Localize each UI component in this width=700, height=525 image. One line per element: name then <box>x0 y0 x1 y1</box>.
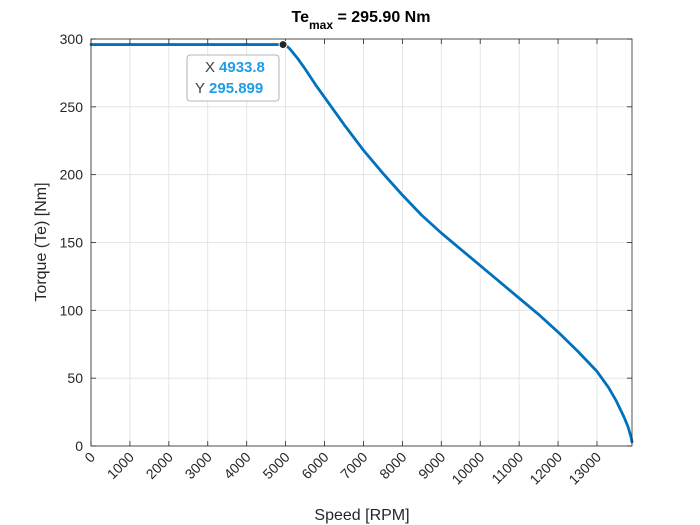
data-tip[interactable]: X 4933.8 Y 295.899 <box>186 40 288 102</box>
data-tip-x-row: X 4933.8 <box>205 59 265 76</box>
y-tick-label: 150 <box>60 235 84 251</box>
data-tip-y-row: Y 295.899 <box>195 80 263 97</box>
data-tip-x-value: 4933.8 <box>219 59 265 76</box>
y-tick-label: 0 <box>75 438 83 454</box>
axes[interactable]: 0 1000 2000 3000 4000 5000 6000 7000 8000 9000 100… <box>60 31 634 488</box>
data-tip-x-label: X <box>205 59 215 76</box>
y-tick-label: 200 <box>60 167 84 183</box>
data-tip-y-value: 295.899 <box>209 80 263 97</box>
y-tick-label: 100 <box>60 302 84 318</box>
data-tip-box <box>186 54 280 102</box>
data-tip-marker[interactable] <box>278 40 288 50</box>
grid <box>90 38 632 447</box>
x-axis-label: Speed [RPM] <box>314 507 409 524</box>
chart-title-subscript: max <box>309 18 333 32</box>
y-tick-label: 300 <box>60 31 84 47</box>
chart-title-main: Te <box>292 9 310 26</box>
y-tick-label: 250 <box>60 99 84 115</box>
chart-title-rest: = 295.90 Nm <box>333 9 430 26</box>
y-tick-label: 50 <box>67 370 83 386</box>
chart-title: Temax = 295.90 Nm <box>292 9 431 32</box>
y-axis-label: Torque (Te) [Nm] <box>33 182 50 301</box>
data-tip-y-label: Y <box>195 80 205 97</box>
